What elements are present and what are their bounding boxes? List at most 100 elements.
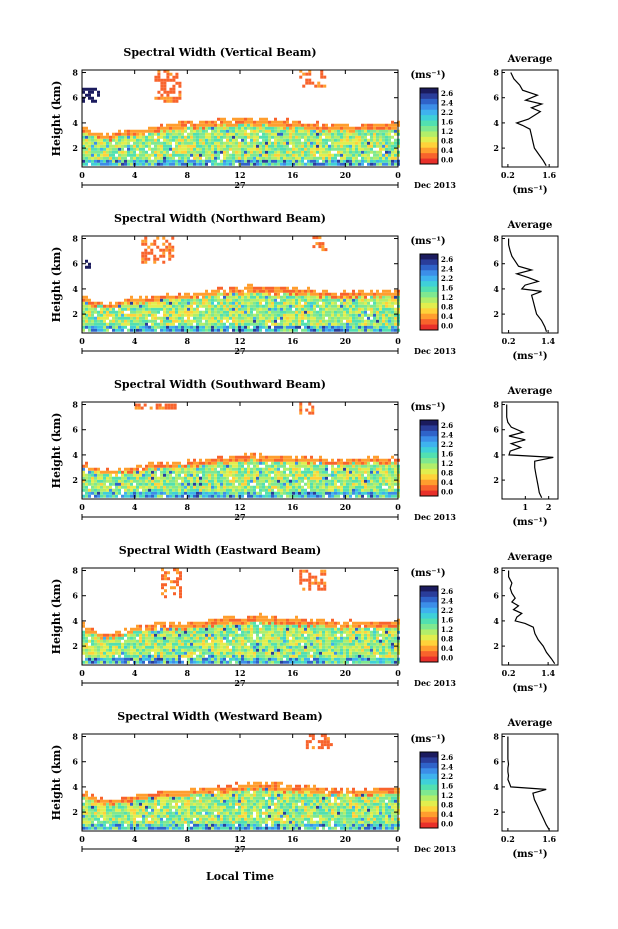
- heatmap-cell: [361, 129, 364, 133]
- heatmap-cell: [301, 132, 304, 136]
- heatmap-cell: [97, 304, 100, 308]
- heatmap-cell: [295, 123, 298, 127]
- heatmap-cell: [181, 491, 184, 495]
- heatmap-cell: [175, 307, 178, 311]
- heatmap-cell: [166, 494, 169, 498]
- heatmap-cell: [319, 304, 322, 308]
- heatmap-cell: [112, 491, 115, 495]
- heatmap-cell: [346, 319, 349, 323]
- heatmap-cell: [196, 473, 199, 477]
- heatmap-cell: [274, 162, 277, 166]
- heatmap-cell: [144, 257, 148, 261]
- heatmap-cell: [379, 150, 382, 154]
- heatmap-cell: [226, 485, 229, 489]
- heatmap-cell: [349, 464, 352, 468]
- heatmap-cell: [121, 485, 124, 489]
- heatmap-cell: [103, 135, 106, 139]
- heatmap-cell: [391, 325, 394, 329]
- heatmap-cell: [133, 633, 136, 637]
- heatmap-cell: [298, 473, 301, 477]
- heatmap-cell: [202, 120, 205, 124]
- heatmap-cell: [280, 458, 283, 462]
- heatmap-cell: [121, 660, 124, 664]
- heatmap-cell: [235, 123, 238, 127]
- heatmap-cell: [247, 120, 250, 124]
- heatmap-cell: [328, 135, 331, 139]
- heatmap-cell: [169, 470, 172, 474]
- heatmap-cell: [271, 129, 274, 133]
- heatmap-cell: [271, 464, 274, 468]
- heatmap-cell: [184, 144, 187, 148]
- heatmap-cell: [118, 630, 121, 634]
- heatmap-cell: [85, 627, 88, 631]
- heatmap-cell: [295, 159, 298, 163]
- heatmap-cell: [313, 135, 316, 139]
- heatmap-cell: [226, 159, 229, 163]
- heatmap-cell: [220, 322, 223, 326]
- heatmap-cell: [229, 144, 232, 148]
- heatmap-cell: [319, 138, 322, 142]
- heatmap-cell: [145, 316, 148, 320]
- heatmap-cell: [220, 325, 223, 329]
- heatmap-cell: [208, 482, 211, 486]
- heatmap-cell: [217, 630, 220, 634]
- heatmap-cell: [232, 156, 235, 160]
- heatmap-cell: [181, 150, 184, 154]
- heatmap-cell: [151, 479, 154, 483]
- heatmap-cell: [229, 153, 232, 157]
- heatmap-cell: [139, 153, 142, 157]
- heatmap-cell: [94, 144, 97, 148]
- heatmap-cell: [208, 156, 211, 160]
- heatmap-cell: [211, 654, 214, 658]
- heatmap-cell: [139, 135, 142, 139]
- heatmap-cell: [355, 132, 358, 136]
- heatmap-cell: [358, 307, 361, 311]
- heatmap-cell: [169, 636, 172, 640]
- heatmap-cell: [325, 298, 328, 302]
- x-tick-label: 0: [395, 502, 401, 512]
- heatmap-cell: [175, 328, 178, 332]
- heatmap-cell: [280, 479, 283, 483]
- heatmap-cell: [307, 313, 310, 317]
- heatmap-cell: [94, 132, 97, 136]
- heatmap-cell: [385, 304, 388, 308]
- heatmap-cell: [265, 464, 268, 468]
- heatmap-cell: [334, 126, 337, 130]
- heatmap-cell: [295, 461, 298, 465]
- heatmap-cell: [220, 458, 223, 462]
- heatmap-cell: [238, 491, 241, 495]
- heatmap-cell: [262, 286, 265, 290]
- heatmap-cell: [175, 657, 178, 661]
- heatmap-cell: [262, 295, 265, 299]
- heatmap-cell: [178, 93, 182, 97]
- heatmap-cell: [352, 304, 355, 308]
- heatmap-cell: [283, 476, 286, 480]
- heatmap-cell: [298, 153, 301, 157]
- heatmap-cell: [178, 645, 181, 649]
- heatmap-cell: [304, 147, 307, 151]
- heatmap-cell: [364, 301, 367, 305]
- heatmap-cell: [103, 313, 106, 317]
- heatmap-cell: [385, 461, 388, 465]
- heatmap-cell: [118, 651, 121, 655]
- heatmap-cell: [232, 132, 235, 136]
- heatmap-cell: [376, 144, 379, 148]
- heatmap-cell: [313, 325, 316, 329]
- heatmap-cell: [334, 132, 337, 136]
- heatmap-cell: [187, 156, 190, 160]
- heatmap-cell: [256, 482, 259, 486]
- heatmap-cell: [349, 461, 352, 465]
- heatmap-cell: [265, 458, 268, 462]
- heatmap-cell: [199, 633, 202, 637]
- heatmap-cell: [355, 138, 358, 142]
- heatmap-cell: [112, 636, 115, 640]
- heatmap-cell: [355, 150, 358, 154]
- heatmap-cell: [85, 156, 88, 160]
- heatmap-cell: [316, 126, 319, 130]
- heatmap-cell: [88, 645, 91, 649]
- heatmap-cell: [241, 135, 244, 139]
- heatmap-cell: [226, 144, 229, 148]
- heatmap-cell: [193, 470, 196, 474]
- heatmap-cell: [154, 144, 157, 148]
- heatmap-cell: [163, 129, 166, 133]
